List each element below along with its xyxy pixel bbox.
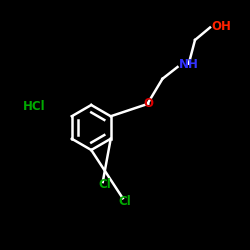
Text: HCl: HCl [22, 100, 45, 113]
Text: Cl: Cl [99, 178, 112, 192]
Text: OH: OH [211, 20, 231, 33]
Text: Cl: Cl [119, 195, 132, 208]
Text: O: O [144, 97, 154, 110]
Text: NH: NH [179, 58, 199, 71]
